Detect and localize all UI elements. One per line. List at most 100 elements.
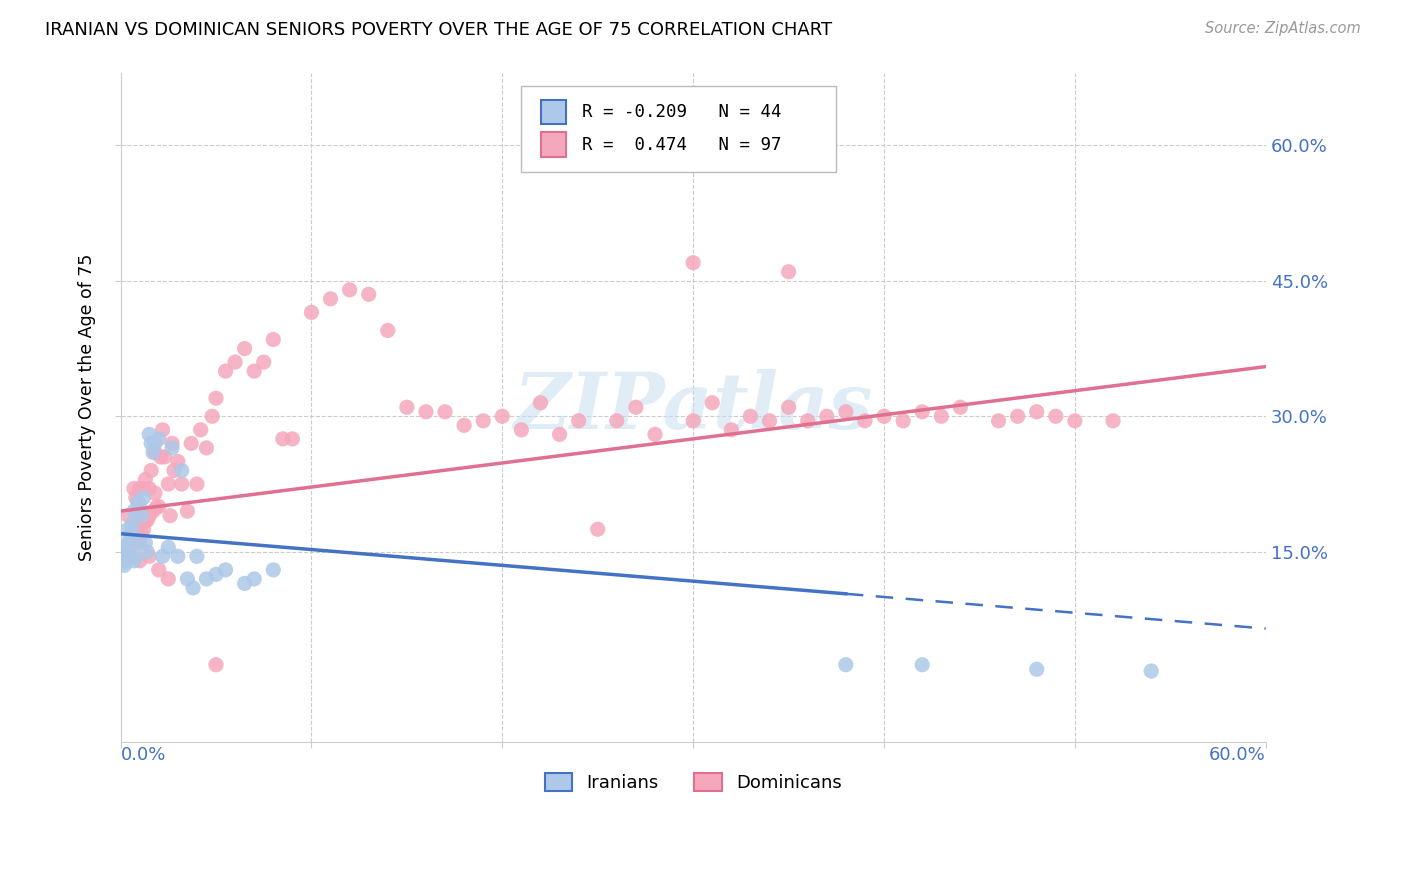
Point: [301, 305, 323, 319]
Point: [281, 432, 304, 446]
Point: [720, 423, 742, 437]
Point: [891, 414, 914, 428]
Point: [139, 436, 162, 450]
Point: [205, 657, 228, 672]
Point: [115, 545, 138, 559]
Point: [138, 549, 160, 564]
Point: [472, 414, 495, 428]
Point: [152, 549, 174, 564]
Point: [702, 395, 724, 409]
Point: [911, 405, 934, 419]
Point: [139, 463, 162, 477]
Point: [117, 522, 139, 536]
Point: [180, 436, 202, 450]
Point: [152, 423, 174, 437]
Point: [873, 409, 896, 424]
Point: [148, 432, 170, 446]
Point: [163, 463, 186, 477]
Point: [339, 283, 361, 297]
Point: [121, 526, 143, 541]
Point: [157, 572, 180, 586]
Point: [159, 508, 181, 523]
Point: [138, 427, 160, 442]
Point: [128, 535, 150, 549]
Point: [134, 513, 156, 527]
Point: [853, 414, 876, 428]
Point: [125, 535, 148, 549]
Point: [112, 558, 135, 573]
Point: [125, 517, 148, 532]
Point: [181, 581, 204, 595]
Point: [134, 535, 156, 549]
Point: [132, 491, 155, 505]
Point: [122, 522, 145, 536]
Point: [491, 409, 513, 424]
Point: [131, 526, 153, 541]
Point: [644, 427, 666, 442]
Point: [134, 473, 156, 487]
Point: [128, 500, 150, 514]
Text: R = -0.209   N = 44: R = -0.209 N = 44: [582, 103, 782, 120]
Point: [115, 554, 138, 568]
Point: [128, 482, 150, 496]
Point: [271, 432, 294, 446]
Point: [262, 563, 284, 577]
Text: 0.0%: 0.0%: [121, 746, 166, 764]
Point: [138, 482, 160, 496]
Point: [548, 427, 571, 442]
Point: [122, 504, 145, 518]
Point: [1007, 409, 1029, 424]
Point: [415, 405, 437, 419]
Point: [434, 405, 457, 419]
Point: [195, 441, 218, 455]
Point: [143, 445, 166, 459]
Point: [176, 572, 198, 586]
Point: [125, 491, 148, 505]
Point: [205, 567, 228, 582]
Point: [1102, 414, 1125, 428]
Point: [253, 355, 276, 369]
Point: [166, 454, 188, 468]
Point: [136, 545, 159, 559]
Point: [170, 463, 193, 477]
Text: 60.0%: 60.0%: [1209, 746, 1265, 764]
Point: [778, 265, 800, 279]
Point: [186, 477, 208, 491]
Point: [682, 414, 704, 428]
Point: [395, 401, 418, 415]
Point: [143, 486, 166, 500]
Point: [835, 657, 858, 672]
Point: [117, 508, 139, 523]
Text: ZIPatlas: ZIPatlas: [513, 369, 873, 445]
Point: [120, 526, 142, 541]
Point: [127, 522, 149, 536]
Point: [796, 414, 818, 428]
Point: [160, 441, 183, 455]
Point: [262, 333, 284, 347]
Point: [127, 495, 149, 509]
Point: [186, 549, 208, 564]
Point: [243, 572, 266, 586]
Point: [357, 287, 380, 301]
Point: [128, 554, 150, 568]
Point: [149, 450, 172, 464]
Point: [815, 409, 838, 424]
Point: [682, 256, 704, 270]
Point: [143, 436, 166, 450]
Point: [142, 504, 165, 518]
Point: [929, 409, 952, 424]
Point: [1025, 662, 1047, 676]
Point: [157, 477, 180, 491]
Point: [224, 355, 246, 369]
Point: [740, 409, 762, 424]
Point: [122, 482, 145, 496]
Point: [176, 504, 198, 518]
Point: [125, 549, 148, 564]
Point: [170, 477, 193, 491]
Text: R =  0.474   N = 97: R = 0.474 N = 97: [582, 136, 782, 153]
Point: [122, 554, 145, 568]
Bar: [541, 100, 567, 124]
Point: [1063, 414, 1085, 428]
Point: [949, 401, 972, 415]
Point: [148, 500, 170, 514]
